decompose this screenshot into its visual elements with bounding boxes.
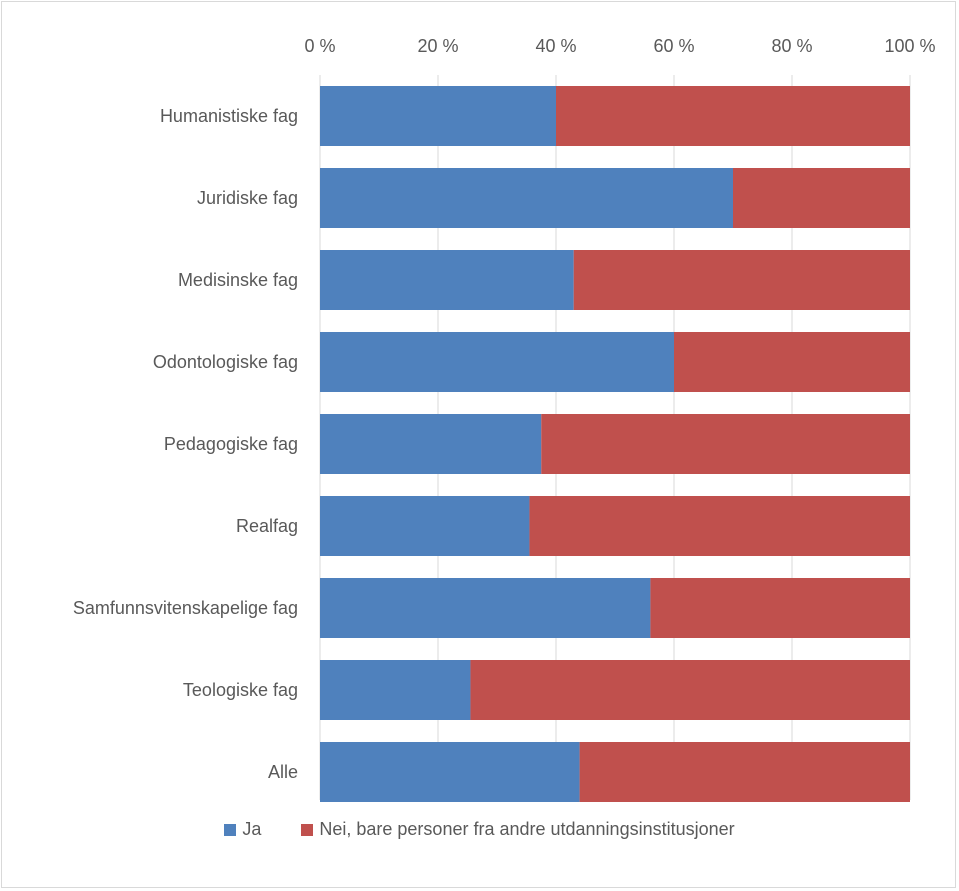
x-tick-label: 0 % — [304, 36, 335, 56]
category-label: Juridiske fag — [197, 188, 298, 208]
bar-nei-1 — [733, 168, 910, 228]
bar-ja-5 — [320, 496, 530, 556]
legend-label-nei: Nei, bare personer fra andre utdanningsi… — [319, 819, 735, 839]
bar-ja-4 — [320, 414, 542, 474]
bar-nei-6 — [650, 578, 910, 638]
bar-nei-7 — [470, 660, 910, 720]
x-tick-label: 40 % — [535, 36, 576, 56]
legend-item-ja: Ja — [224, 819, 261, 840]
category-label: Medisinske fag — [178, 270, 298, 290]
category-label: Alle — [268, 762, 298, 782]
bar-ja-2 — [320, 250, 574, 310]
category-label: Teologiske fag — [183, 680, 298, 700]
category-label: Humanistiske fag — [160, 106, 298, 126]
bar-ja-8 — [320, 742, 580, 802]
legend-label-ja: Ja — [242, 819, 262, 839]
category-label: Realfag — [236, 516, 298, 536]
bar-ja-7 — [320, 660, 471, 720]
bar-ja-1 — [320, 168, 733, 228]
category-label: Pedagogiske fag — [164, 434, 298, 454]
legend: Ja Nei, bare personer fra andre utdannin… — [0, 819, 959, 840]
bar-nei-4 — [541, 414, 910, 474]
legend-swatch-ja — [224, 823, 237, 836]
bar-ja-0 — [320, 86, 556, 146]
bar-nei-2 — [573, 250, 910, 310]
bar-nei-8 — [579, 742, 910, 802]
x-tick-label: 20 % — [417, 36, 458, 56]
x-tick-label: 80 % — [771, 36, 812, 56]
x-tick-label: 100 % — [884, 36, 935, 56]
bar-nei-3 — [674, 332, 910, 392]
category-label: Samfunnsvitenskapelige fag — [73, 598, 298, 618]
bar-nei-5 — [529, 496, 910, 556]
legend-swatch-nei — [301, 823, 314, 836]
legend-item-nei: Nei, bare personer fra andre utdanningsi… — [301, 819, 735, 840]
x-tick-label: 60 % — [653, 36, 694, 56]
bar-nei-0 — [556, 86, 910, 146]
bar-ja-6 — [320, 578, 651, 638]
category-label: Odontologiske fag — [153, 352, 298, 372]
bar-ja-3 — [320, 332, 674, 392]
